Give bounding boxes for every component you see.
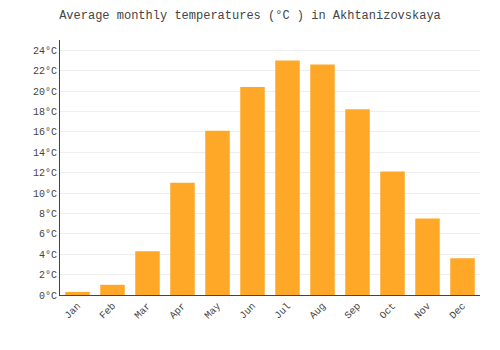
svg-text:24°C: 24°C	[33, 46, 57, 57]
svg-text:May: May	[203, 301, 224, 322]
svg-text:Dec: Dec	[448, 301, 469, 322]
svg-text:6°C: 6°C	[39, 229, 57, 240]
svg-text:Mar: Mar	[133, 301, 154, 322]
svg-text:Average monthly temperatures (: Average monthly temperatures (°C ) in Ak…	[59, 9, 441, 23]
svg-text:12°C: 12°C	[33, 168, 57, 179]
svg-text:Jun: Jun	[238, 301, 259, 322]
svg-text:Jan: Jan	[63, 301, 84, 322]
svg-text:22°C: 22°C	[33, 66, 57, 77]
svg-text:16°C: 16°C	[33, 127, 57, 138]
svg-text:10°C: 10°C	[33, 189, 57, 200]
svg-text:2°C: 2°C	[39, 270, 57, 281]
svg-text:Jul: Jul	[273, 301, 294, 322]
svg-text:18°C: 18°C	[33, 107, 57, 118]
svg-text:Nov: Nov	[413, 301, 434, 322]
svg-text:0°C: 0°C	[39, 291, 57, 302]
svg-text:Feb: Feb	[98, 301, 119, 322]
svg-text:Aug: Aug	[308, 301, 329, 322]
svg-text:Sep: Sep	[343, 301, 364, 322]
svg-text:8°C: 8°C	[39, 209, 57, 220]
svg-text:Apr: Apr	[168, 301, 189, 322]
svg-text:Oct: Oct	[378, 301, 399, 322]
svg-text:14°C: 14°C	[33, 148, 57, 159]
svg-text:4°C: 4°C	[39, 250, 57, 261]
svg-text:20°C: 20°C	[33, 87, 57, 98]
